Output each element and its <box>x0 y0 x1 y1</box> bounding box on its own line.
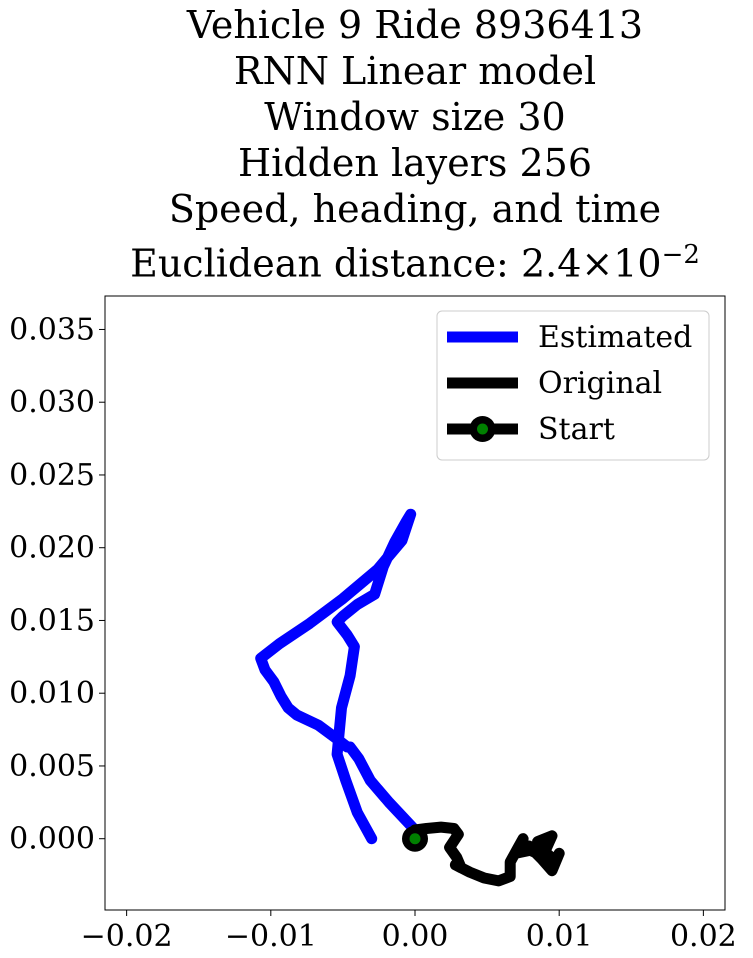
series-original-line <box>409 821 565 887</box>
title-distance-times: × <box>581 241 614 286</box>
title-line-4: Hidden layers 256 <box>237 141 593 185</box>
title-distance-prefix: Euclidean distance: <box>130 241 521 286</box>
legend: Estimated Original Start <box>436 310 710 461</box>
y-tick-label: 0.000 <box>9 822 95 857</box>
title-distance-exponent: −2 <box>661 240 700 270</box>
title-distance-base: 10 <box>613 241 662 286</box>
y-tick-label: 0.030 <box>9 385 95 420</box>
legend-marker-start-inner <box>477 423 488 435</box>
title-line-3: Window size 30 <box>264 95 566 139</box>
y-tick-label: 0.035 <box>9 312 95 347</box>
x-tick-label: 0.01 <box>526 919 593 954</box>
x-tick-label: −0.01 <box>225 919 317 954</box>
y-tick-label: 0.025 <box>9 458 95 493</box>
title-line-6: Euclidean distance: 2.4×10−2 <box>0 232 753 287</box>
x-tick-label: 0.00 <box>382 919 449 954</box>
legend-frame <box>436 310 710 461</box>
x-tick-label: −0.02 <box>81 919 173 954</box>
chart-title: Vehicle 9 Ride 8936413 RNN Linear model … <box>0 2 753 287</box>
legend-label-estimated: Estimated <box>538 320 692 355</box>
y-tick-label: 0.005 <box>9 749 95 784</box>
x-tick-label: 0.02 <box>670 919 737 954</box>
start-marker-inner <box>409 833 421 845</box>
title-line-2: RNN Linear model <box>233 49 597 93</box>
series-estimated-line <box>255 508 421 845</box>
legend-label-original: Original <box>538 366 662 401</box>
series-layer <box>255 508 565 887</box>
title-distance-mantissa: 2.4 <box>520 241 582 286</box>
legend-label-start: Start <box>538 412 615 447</box>
title-line-1: Vehicle 9 Ride 8936413 <box>186 3 644 47</box>
title-line-5: Speed, heading, and time <box>168 187 662 231</box>
x-axis: −0.02 −0.01 0.00 0.01 0.02 <box>81 910 737 954</box>
y-tick-label: 0.015 <box>9 603 95 638</box>
y-axis: 0.000 0.005 0.010 0.015 0.020 0.025 0.030 0.035 <box>9 312 105 857</box>
y-tick-label: 0.010 <box>9 676 95 711</box>
y-tick-label: 0.020 <box>9 531 95 566</box>
